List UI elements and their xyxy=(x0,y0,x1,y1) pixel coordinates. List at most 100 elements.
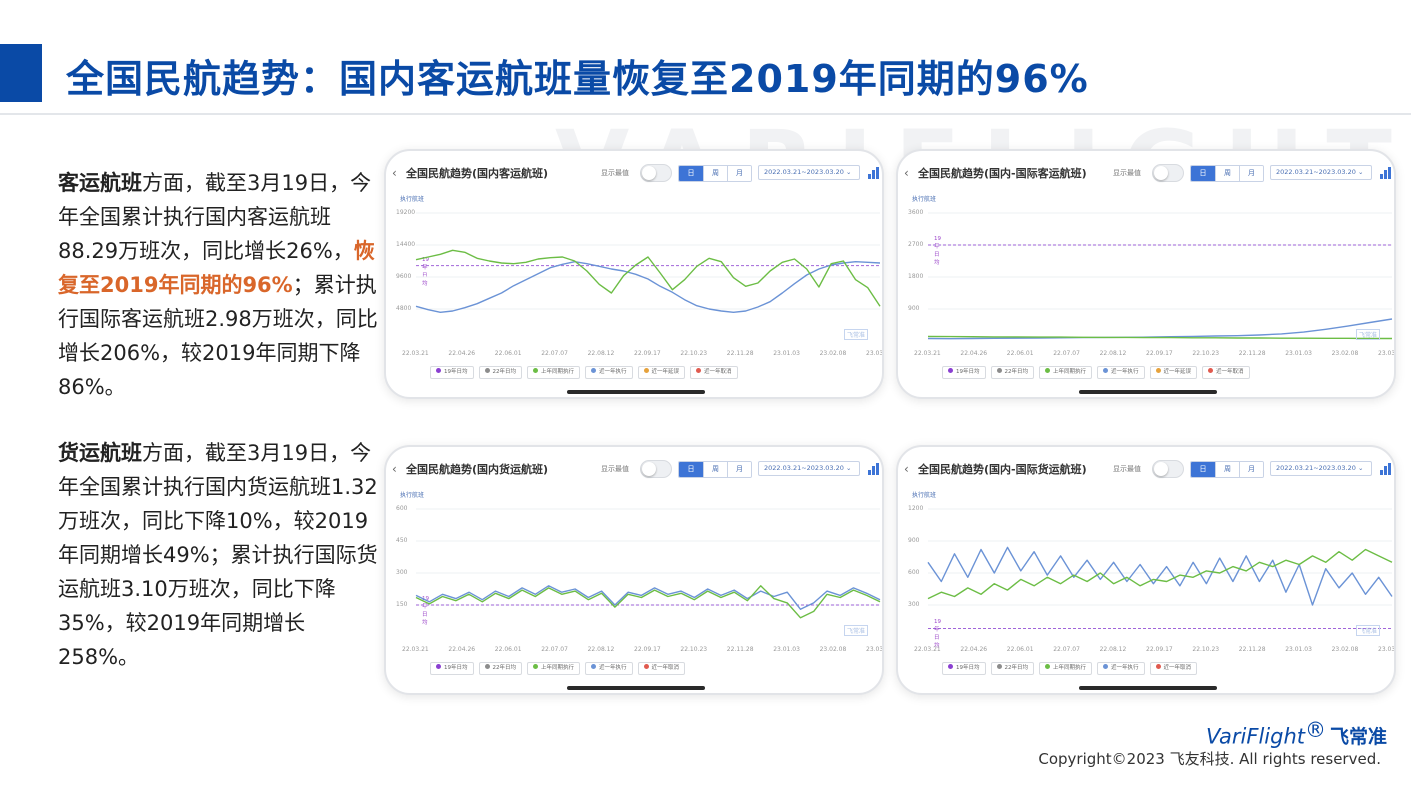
legend-item[interactable]: 上年同期执行 xyxy=(527,662,581,675)
period-tab[interactable]: 周 xyxy=(703,166,727,181)
x-tick-label: 22.11.28 xyxy=(1238,646,1266,653)
legend-item[interactable]: 近一年取消 xyxy=(1149,662,1198,675)
period-segmented-control[interactable]: 日周月 xyxy=(678,461,752,478)
legend-item[interactable]: 近一年执行 xyxy=(1097,662,1145,675)
legend-item[interactable]: 19年日均 xyxy=(430,366,474,379)
show-max-toggle[interactable] xyxy=(640,460,672,478)
x-tick-label: 22.03.21 xyxy=(402,350,429,357)
x-tick-label: 22.04.26 xyxy=(448,646,476,653)
legend-item[interactable]: 22年日均 xyxy=(478,662,522,675)
legend-item[interactable]: 近一年取消 xyxy=(1202,366,1250,379)
period-tab[interactable]: 月 xyxy=(727,462,751,477)
brand-logo: VariFlight® 飞常准 xyxy=(1206,718,1387,749)
period-tab[interactable]: 周 xyxy=(703,462,727,477)
date-range-select[interactable]: 2022.03.21~2023.03.20 ⌄ xyxy=(758,165,860,180)
y-tick-label: 14400 xyxy=(396,241,416,248)
title-divider xyxy=(0,113,1411,115)
period-tab[interactable]: 日 xyxy=(1191,462,1215,477)
chart-title: 全国民航趋势(国内货运航班) xyxy=(406,463,549,476)
period-tab[interactable]: 周 xyxy=(1215,166,1239,181)
back-arrow-icon[interactable]: ‹ xyxy=(904,462,909,476)
x-tick-label: 22.04.26 xyxy=(960,350,988,357)
legend-item[interactable]: 近一年执行 xyxy=(585,366,633,379)
bar-chart-icon[interactable] xyxy=(868,167,880,179)
legend-item[interactable]: 19年日均 xyxy=(430,662,474,675)
legend-item[interactable]: 22年日均 xyxy=(990,366,1034,379)
legend-label: 近一年执行 xyxy=(599,369,627,375)
period-tab[interactable]: 月 xyxy=(727,166,751,181)
period-tab[interactable]: 月 xyxy=(1239,462,1263,477)
series-line-lastyear xyxy=(415,585,881,619)
legend-label: 近一年取消 xyxy=(1163,665,1192,671)
brand-name-en: VariFlight xyxy=(1206,724,1305,749)
legend-item[interactable]: 近一年延误 xyxy=(1149,366,1198,379)
date-range-select[interactable]: 2022.03.21~2023.03.20 ⌄ xyxy=(1270,165,1372,180)
period-segmented-control[interactable]: 日周月 xyxy=(678,165,752,182)
show-max-label: 显示最值 xyxy=(1113,169,1141,177)
bar-chart-icon[interactable] xyxy=(1380,463,1392,475)
legend-item[interactable]: 上年同期执行 xyxy=(527,366,581,379)
legend-label: 近一年延误 xyxy=(1163,369,1192,375)
show-max-toggle[interactable] xyxy=(640,164,672,182)
date-range-select[interactable]: 2022.03.21~2023.03.20 ⌄ xyxy=(758,461,860,476)
period-segmented-control[interactable]: 日周月 xyxy=(1190,165,1264,182)
back-arrow-icon[interactable]: ‹ xyxy=(392,462,397,476)
bar-chart-icon[interactable] xyxy=(1380,167,1392,179)
legend-item[interactable]: 近一年执行 xyxy=(1097,366,1145,379)
back-arrow-icon[interactable]: ‹ xyxy=(392,166,397,180)
legend-item[interactable]: 22年日均 xyxy=(990,662,1034,675)
legend-item[interactable]: 19年日均 xyxy=(942,662,986,675)
legend-dot-icon xyxy=(1155,664,1161,669)
legend-label: 近一年取消 xyxy=(651,665,680,671)
x-tick-label: 22.04.26 xyxy=(960,646,988,653)
period-tab[interactable]: 月 xyxy=(1239,166,1263,181)
x-tick-label: 22.10.23 xyxy=(1192,646,1220,653)
y-tick-label: 600 xyxy=(908,569,920,576)
legend-dot-icon xyxy=(996,368,1002,373)
title-accent-bar xyxy=(0,44,42,102)
home-indicator xyxy=(567,686,705,690)
cargo-text-a: 方面，截至3月19日，今年全国累计执行国内货运航班1.32万班次，同比下降10%… xyxy=(58,441,378,669)
legend-label: 近一年执行 xyxy=(1111,665,1139,671)
y-tick-label: 300 xyxy=(908,601,920,608)
bar-chart-icon[interactable] xyxy=(868,463,880,475)
period-segmented-control[interactable]: 日周月 xyxy=(1190,461,1264,478)
legend-item[interactable]: 22年日均 xyxy=(478,366,522,379)
x-tick-label: 22.06.01 xyxy=(1006,350,1034,357)
legend-dot-icon xyxy=(1045,664,1050,669)
period-tab[interactable]: 日 xyxy=(1191,166,1215,181)
series-line-lastyear xyxy=(927,548,1393,600)
home-indicator xyxy=(567,390,705,394)
x-tick-label: 22.08.12 xyxy=(1099,646,1127,653)
date-range-select[interactable]: 2022.03.21~2023.03.20 ⌄ xyxy=(1270,461,1372,476)
y-tick-label: 450 xyxy=(396,537,408,544)
show-max-label: 显示最值 xyxy=(1113,465,1141,473)
show-max-toggle[interactable] xyxy=(1152,164,1184,182)
show-max-toggle[interactable] xyxy=(1152,460,1184,478)
legend-item[interactable]: 上年同期执行 xyxy=(1039,366,1093,379)
chart-title: 全国民航趋势(国内-国际客运航班) xyxy=(918,167,1087,180)
brand-mark: ® xyxy=(1304,718,1326,742)
x-tick-label: 22.03.21 xyxy=(402,646,429,653)
reference-line-label: 19年日均 xyxy=(934,619,941,650)
back-arrow-icon[interactable]: ‹ xyxy=(904,166,909,180)
legend-item[interactable]: 上年同期执行 xyxy=(1039,662,1093,675)
chart-legend: 19年日均 22年日均 上年同期执行 近一年执行 近一年延误 近一年取消 xyxy=(942,366,1250,379)
legend-item[interactable]: 近一年延误 xyxy=(637,366,686,379)
passenger-text-b: ；累计执行国际客运航班2.98万班次，同比增长206%，较2019年同期下降86… xyxy=(58,273,378,399)
y-axis-unit: 执行航班 xyxy=(400,196,425,203)
y-tick-label: 2700 xyxy=(908,241,924,248)
legend-item[interactable]: 19年日均 xyxy=(942,366,986,379)
y-tick-label: 150 xyxy=(396,601,408,608)
period-tab[interactable]: 日 xyxy=(679,166,703,181)
x-tick-label: 22.11.28 xyxy=(726,646,754,653)
chart-watermark: 飞常准 xyxy=(844,329,869,340)
legend-item[interactable]: 近一年取消 xyxy=(637,662,686,675)
legend-item[interactable]: 近一年执行 xyxy=(585,662,633,675)
line-chart xyxy=(927,508,1393,629)
legend-item[interactable]: 近一年取消 xyxy=(690,366,738,379)
period-tab[interactable]: 日 xyxy=(679,462,703,477)
legend-label: 近一年取消 xyxy=(1216,369,1244,375)
period-tab[interactable]: 周 xyxy=(1215,462,1239,477)
chart-title: 全国民航趋势(国内-国际货运航班) xyxy=(918,463,1087,476)
